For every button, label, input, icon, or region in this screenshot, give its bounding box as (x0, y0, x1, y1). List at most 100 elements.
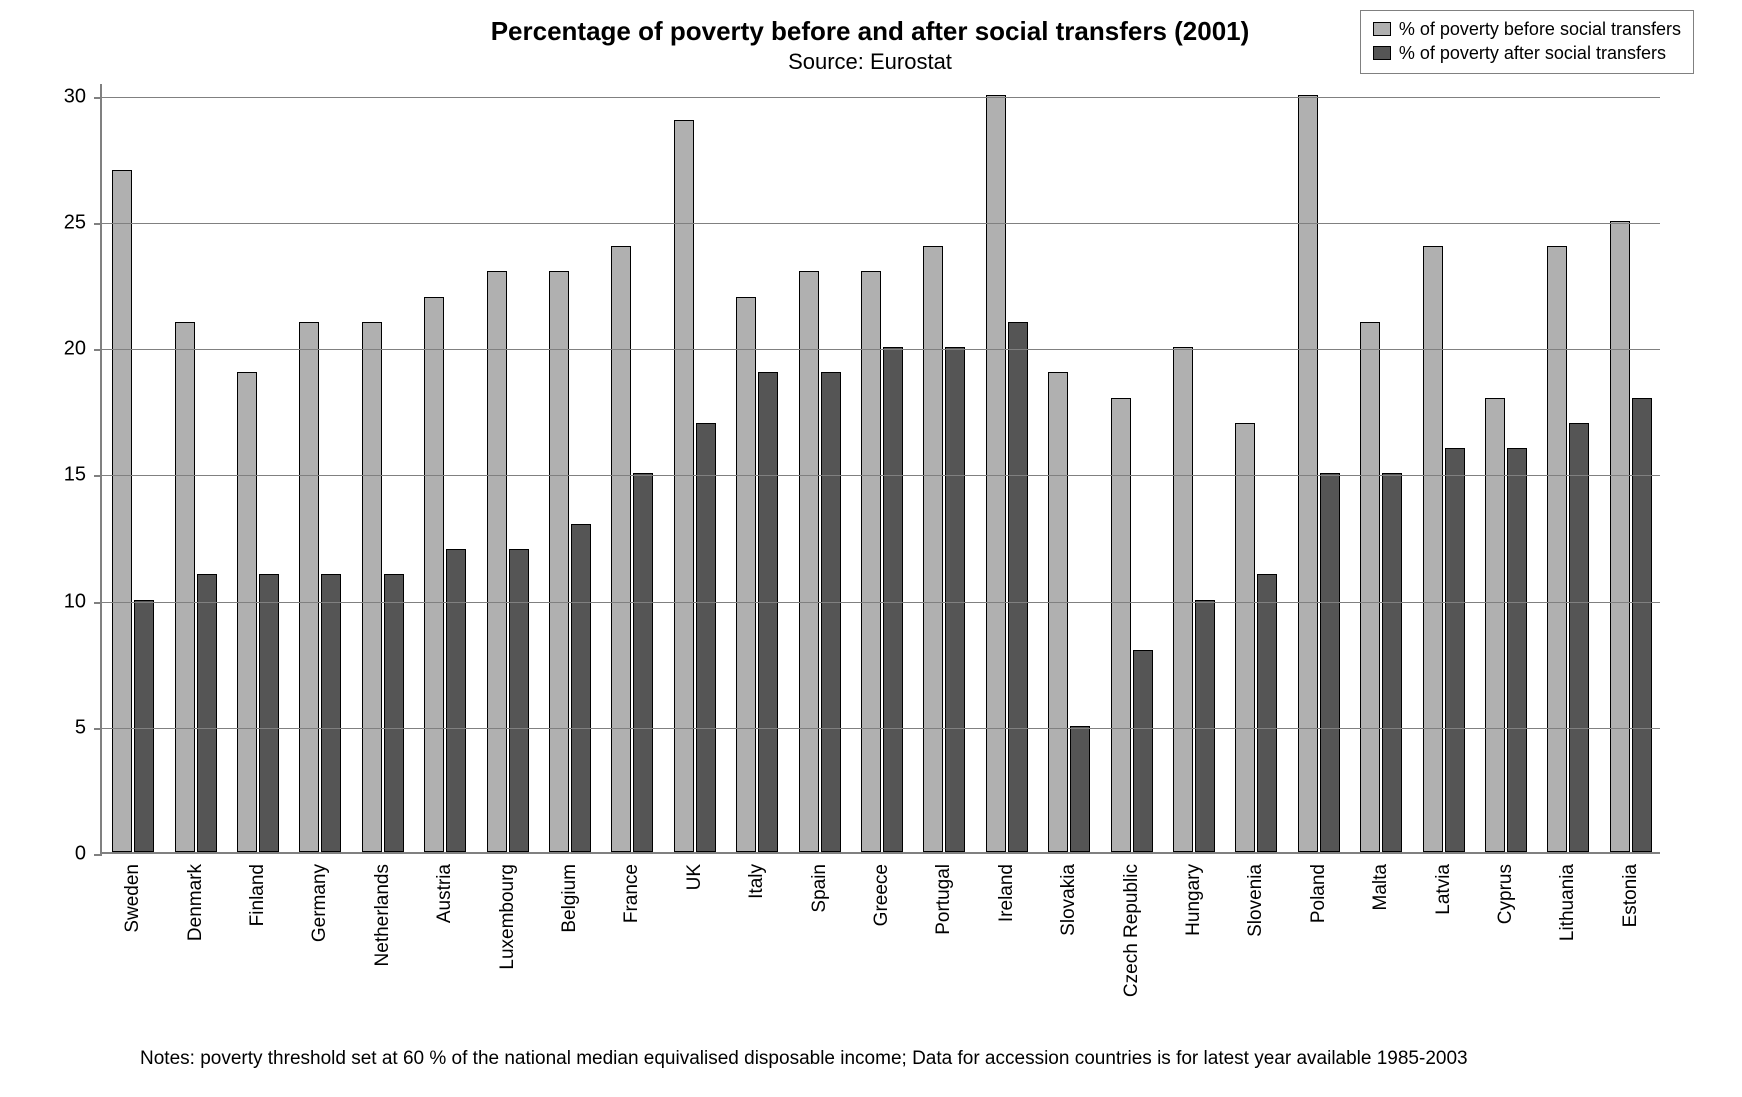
bar-group (1485, 398, 1527, 852)
bar-group (175, 322, 217, 852)
x-axis-label: Latvia (1433, 864, 1455, 915)
bar-group (674, 120, 716, 852)
bar-after (633, 473, 653, 852)
x-axis-label: Estonia (1620, 864, 1642, 927)
gridline (102, 728, 1660, 729)
x-axis-label: Slovakia (1058, 864, 1080, 936)
y-tick (94, 475, 102, 477)
bar-group (861, 271, 903, 852)
x-axis-label: Lithuania (1557, 864, 1579, 941)
bar-before (424, 297, 444, 852)
bar-after (1008, 322, 1028, 852)
bar-before (1360, 322, 1380, 852)
x-axis-label: Netherlands (372, 864, 394, 966)
bars-layer (102, 84, 1660, 852)
bar-before (736, 297, 756, 852)
plot-area: 051015202530 (100, 84, 1660, 854)
chart-notes: Notes: poverty threshold set at 60 % of … (140, 1048, 1468, 1070)
bar-before (549, 271, 569, 852)
bar-group (112, 170, 154, 852)
y-tick (94, 854, 102, 856)
bar-after (509, 549, 529, 852)
bar-before (299, 322, 319, 852)
bar-after (384, 574, 404, 852)
bar-after (821, 372, 841, 852)
gridline (102, 602, 1660, 603)
bar-group (424, 297, 466, 852)
bar-before (1048, 372, 1068, 852)
x-axis-labels: SwedenDenmarkFinlandGermanyNetherlandsAu… (100, 858, 1660, 1018)
bar-before (1610, 221, 1630, 852)
legend-swatch-after (1373, 46, 1391, 60)
bar-group (1173, 347, 1215, 852)
y-tick (94, 97, 102, 99)
y-tick (94, 602, 102, 604)
bar-before (611, 246, 631, 852)
bar-after (259, 574, 279, 852)
bar-after (1382, 473, 1402, 852)
bar-before (1423, 246, 1443, 852)
bar-after (1070, 726, 1090, 852)
x-axis-label: Sweden (122, 864, 144, 933)
bar-after (1569, 423, 1589, 852)
legend-label-after: % of poverty after social transfers (1399, 41, 1666, 65)
bar-group (1423, 246, 1465, 852)
y-tick (94, 223, 102, 225)
gridline (102, 475, 1660, 476)
bar-group (736, 297, 778, 852)
bar-before (1111, 398, 1131, 852)
bar-before (175, 322, 195, 852)
gridline (102, 223, 1660, 224)
bar-after (758, 372, 778, 852)
bar-before (1485, 398, 1505, 852)
bar-after (197, 574, 217, 852)
bar-after (571, 524, 591, 852)
x-axis-label: Cyprus (1495, 864, 1517, 924)
bar-before (112, 170, 132, 852)
y-axis-label: 25 (46, 211, 86, 234)
legend-swatch-before (1373, 22, 1391, 36)
y-axis-label: 10 (46, 590, 86, 613)
bar-before (923, 246, 943, 852)
bar-group (299, 322, 341, 852)
y-axis-label: 30 (46, 85, 86, 108)
bar-group (1298, 95, 1340, 852)
bar-after (134, 600, 154, 852)
bar-group (1048, 372, 1090, 852)
x-axis-label: Czech Republic (1121, 864, 1143, 997)
bar-before (861, 271, 881, 852)
bar-group (1360, 322, 1402, 852)
bar-before (362, 322, 382, 852)
bar-group (1547, 246, 1589, 852)
bar-after (321, 574, 341, 852)
legend-item-before: % of poverty before social transfers (1373, 17, 1681, 41)
y-tick (94, 728, 102, 730)
bar-before (1173, 347, 1193, 852)
gridline (102, 349, 1660, 350)
bar-after (696, 423, 716, 852)
bar-group (487, 271, 529, 852)
bar-before (1547, 246, 1567, 852)
bar-after (446, 549, 466, 852)
bar-before (799, 271, 819, 852)
legend: % of poverty before social transfers % o… (1360, 10, 1694, 74)
y-axis-label: 0 (46, 843, 86, 866)
legend-item-after: % of poverty after social transfers (1373, 41, 1681, 65)
x-axis-label: Greece (871, 864, 893, 926)
y-axis-label: 5 (46, 716, 86, 739)
x-axis-label: Luxembourg (497, 864, 519, 970)
x-axis-label: Denmark (185, 864, 207, 941)
gridline (102, 97, 1660, 98)
bar-group (1111, 398, 1153, 852)
x-axis-label: UK (684, 864, 706, 890)
bar-group (986, 95, 1028, 852)
x-axis-label: Italy (746, 864, 768, 899)
bar-after (1257, 574, 1277, 852)
bar-group (923, 246, 965, 852)
x-axis-label: Ireland (996, 864, 1018, 922)
bar-before (674, 120, 694, 852)
bar-before (1235, 423, 1255, 852)
x-axis-label: Finland (247, 864, 269, 926)
x-axis-label: Slovenia (1245, 864, 1267, 937)
x-axis-label: Germany (309, 864, 331, 942)
